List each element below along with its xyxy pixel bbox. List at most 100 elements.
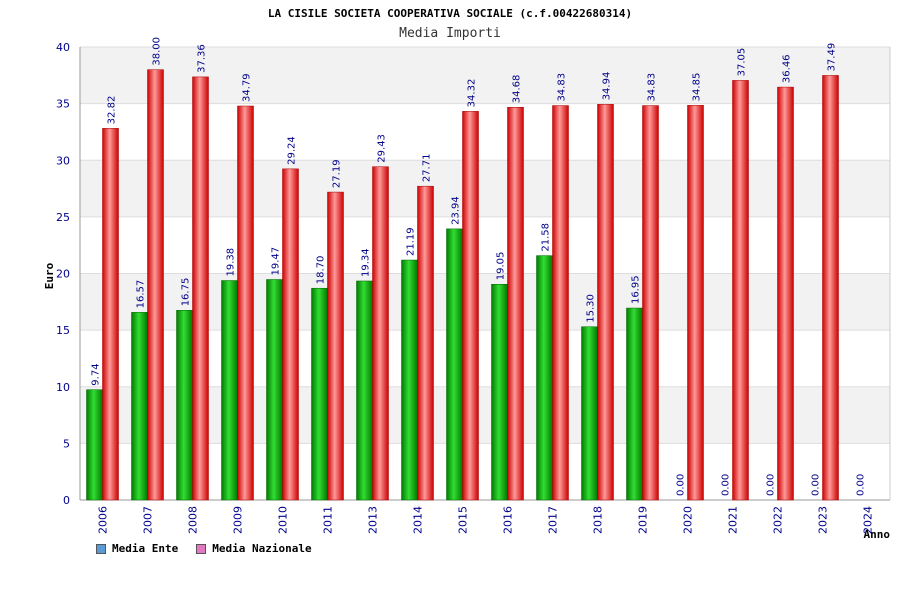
data-label-media-ente: 18.70	[316, 256, 327, 285]
legend-item-nazionale[interactable]: Media Nazionale	[196, 542, 312, 555]
data-label-media-nazionale: 27.71	[422, 154, 433, 183]
data-label-media-nazionale: 34.94	[602, 72, 613, 101]
legend-swatch-nazionale	[196, 543, 207, 554]
x-tick-label: 2020	[682, 506, 695, 534]
x-tick-label: 2018	[592, 506, 605, 534]
chart-title: LA CISILE SOCIETA COOPERATIVA SOCIALE (c…	[268, 7, 632, 20]
grid-band	[80, 386, 890, 444]
y-tick-label: 40	[56, 41, 70, 54]
bar-media-nazionale	[372, 166, 389, 501]
x-tick-label: 2019	[637, 506, 650, 534]
x-tick-label: 2017	[547, 506, 560, 534]
data-label-media-nazionale: 37.36	[197, 44, 208, 73]
data-label-media-ente: 0.00	[766, 474, 777, 496]
legend-swatch-ente	[96, 543, 106, 554]
x-tick-label: 2015	[457, 506, 470, 534]
legend: Media Ente Media Nazionale	[96, 542, 312, 555]
bar-media-nazionale	[282, 168, 299, 501]
data-label-media-nazionale: 37.05	[737, 48, 748, 77]
grid-band	[80, 47, 890, 104]
data-label-media-ente: 16.75	[181, 278, 192, 307]
y-tick-label: 5	[63, 437, 70, 450]
y-tick-label: 0	[63, 494, 70, 507]
x-tick-label: 2013	[367, 506, 380, 534]
data-label-media-nazionale: 37.49	[827, 43, 838, 72]
bar-media-ente	[401, 259, 418, 501]
y-tick-label: 15	[56, 324, 70, 337]
grid-band	[80, 160, 890, 217]
bar-media-nazionale	[462, 111, 479, 501]
x-tick-label: 2021	[727, 506, 740, 534]
bar-media-ente	[626, 307, 643, 501]
data-label-media-ente: 19.34	[361, 248, 372, 277]
grid-band	[80, 216, 890, 274]
data-label-media-ente: 19.38	[226, 248, 237, 277]
data-label-media-ente: 21.58	[541, 223, 552, 252]
data-label-media-nazionale: 34.32	[467, 79, 478, 108]
bar-media-ente	[131, 312, 148, 501]
bar-media-ente	[221, 280, 238, 501]
data-label-media-nazionale: 34.68	[512, 75, 523, 104]
bar-media-ente	[86, 389, 103, 501]
data-label-media-nazionale: 29.24	[287, 136, 298, 165]
data-label-media-ente: 19.47	[271, 247, 282, 276]
data-label-media-nazionale: 34.85	[692, 73, 703, 102]
x-tick-label: 2010	[277, 506, 290, 534]
y-tick-label: 10	[56, 381, 70, 394]
grid-band	[80, 273, 890, 331]
bar-media-nazionale	[417, 185, 434, 501]
bar-media-nazionale	[102, 128, 119, 501]
x-tick-label: 2024	[862, 506, 875, 534]
x-tick-label: 2014	[412, 506, 425, 534]
bar-media-nazionale	[507, 106, 524, 501]
bar-media-nazionale	[822, 75, 839, 501]
data-label-media-nazionale: 29.43	[377, 134, 388, 163]
bar-media-ente	[536, 255, 553, 501]
data-label-media-ente: 21.19	[406, 227, 417, 256]
y-axis-title: Euro	[43, 262, 56, 289]
bar-media-nazionale	[147, 69, 164, 501]
legend-label-nazionale: Media Nazionale	[212, 542, 312, 555]
bar-media-nazionale	[732, 80, 749, 501]
data-label-media-ente: 9.74	[91, 363, 102, 385]
data-label-media-ente: 0.00	[721, 474, 732, 496]
x-tick-label: 2023	[817, 506, 830, 534]
x-tick-label: 2009	[232, 506, 245, 534]
data-label-media-ente: 0.00	[676, 474, 687, 496]
y-tick-label: 20	[56, 268, 70, 281]
data-label-media-ente: 16.57	[136, 280, 147, 309]
data-label-media-nazionale: 34.83	[647, 73, 658, 102]
data-label-media-nazionale: 34.83	[557, 73, 568, 102]
data-label-media-ente: 15.30	[586, 294, 597, 323]
bar-media-nazionale	[597, 104, 614, 501]
data-label-media-ente: 23.94	[451, 196, 462, 225]
x-tick-label: 2011	[322, 506, 335, 534]
bar-media-ente	[491, 284, 508, 501]
y-tick-label: 30	[56, 154, 70, 167]
y-tick-label: 25	[56, 211, 70, 224]
data-label-media-nazionale: 32.82	[107, 96, 118, 125]
bar-media-nazionale	[237, 105, 254, 501]
data-label-media-nazionale: 36.46	[782, 54, 793, 83]
data-label-media-ente: 0.00	[811, 474, 822, 496]
bar-media-nazionale	[777, 86, 794, 501]
bar-media-ente	[266, 279, 283, 501]
data-label-media-nazionale: 27.19	[332, 159, 343, 188]
bar-media-nazionale	[642, 105, 659, 501]
bar-media-nazionale	[327, 191, 344, 501]
bar-media-ente	[446, 228, 463, 501]
bar-media-ente	[311, 287, 328, 501]
chart-subtitle: Media Importi	[399, 26, 501, 41]
bar-media-nazionale	[192, 76, 209, 501]
data-label-media-nazionale: 34.79	[242, 73, 253, 102]
bar-media-nazionale	[687, 105, 704, 501]
data-label-media-ente: 0.00	[856, 474, 867, 496]
bar-media-nazionale	[552, 105, 569, 501]
x-axis-title: Anno	[864, 528, 891, 541]
bar-media-ente	[356, 280, 373, 501]
grid-band	[80, 443, 890, 500]
data-label-media-ente: 16.95	[631, 275, 642, 304]
legend-label-ente: Media Ente	[112, 542, 179, 555]
legend-item-ente[interactable]: Media Ente	[96, 542, 178, 555]
grid-band	[80, 330, 890, 387]
